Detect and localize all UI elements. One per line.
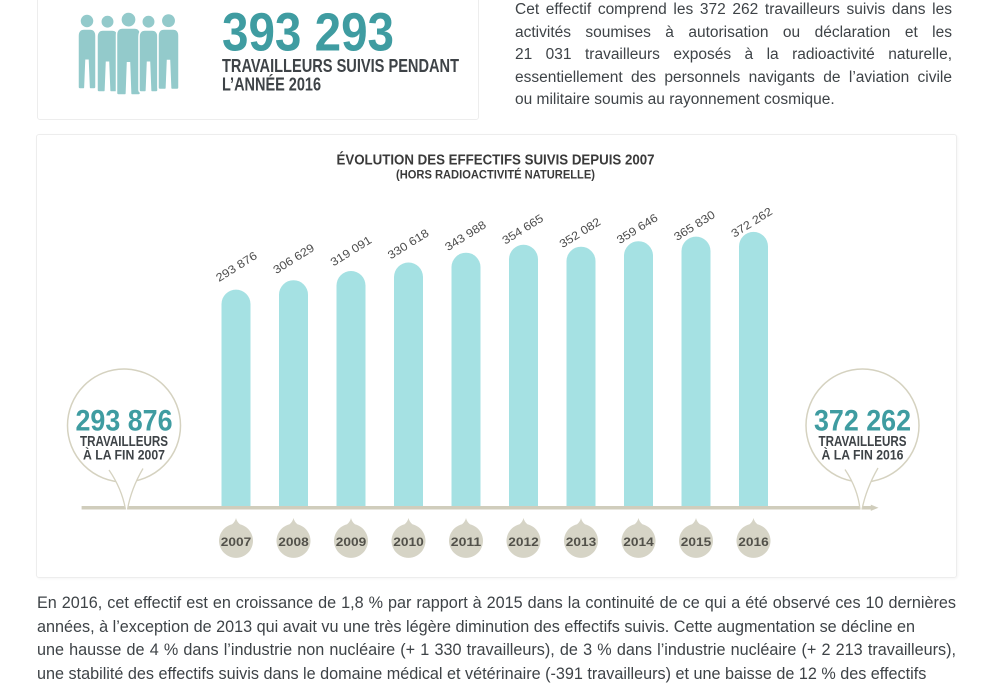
svg-text:393 293: 393 293 (222, 3, 394, 63)
svg-text:293 876: 293 876 (76, 405, 173, 438)
svg-text:354 665: 354 665 (500, 213, 545, 248)
svg-text:319 091: 319 091 (329, 234, 374, 269)
svg-text:ÉVOLUTION DES EFFECTIFS SUIVI: ÉVOLUTION DES EFFECTIFS SUIVIS DEPUIS 20… (337, 151, 655, 168)
svg-text:(HORS RADIOACTIVITÉ NATURELLE): (HORS RADIOACTIVITÉ NATURELLE) (396, 168, 595, 182)
svg-text:TRAVAILLEURS SUIVIS PENDANT: TRAVAILLEURS SUIVIS PENDANT (222, 55, 460, 76)
svg-text:2010: 2010 (393, 535, 424, 549)
svg-text:2012: 2012 (508, 535, 539, 549)
svg-text:2009: 2009 (336, 535, 367, 549)
svg-text:2015: 2015 (681, 535, 712, 549)
svg-text:À LA FIN 2007: À LA FIN 2007 (83, 447, 165, 463)
svg-text:TRAVAILLEURS: TRAVAILLEURS (80, 434, 168, 450)
svg-text:L’ANNÉE 2016: L’ANNÉE 2016 (222, 73, 321, 94)
svg-text:2013: 2013 (566, 535, 597, 549)
svg-text:TRAVAILLEURS: TRAVAILLEURS (819, 434, 907, 450)
svg-text:2007: 2007 (221, 535, 252, 549)
svg-text:306 629: 306 629 (271, 242, 316, 277)
svg-text:293 876: 293 876 (214, 250, 259, 285)
svg-text:2008: 2008 (278, 535, 309, 549)
svg-text:343 988: 343 988 (443, 219, 488, 254)
svg-text:2014: 2014 (623, 535, 654, 549)
svg-text:À LA FIN 2016: À LA FIN 2016 (822, 447, 904, 463)
svg-text:352 082: 352 082 (558, 216, 603, 251)
svg-text:372 262: 372 262 (814, 405, 911, 438)
svg-text:330 618: 330 618 (386, 227, 431, 262)
svg-text:2016: 2016 (738, 535, 769, 549)
svg-text:2011: 2011 (451, 535, 482, 549)
